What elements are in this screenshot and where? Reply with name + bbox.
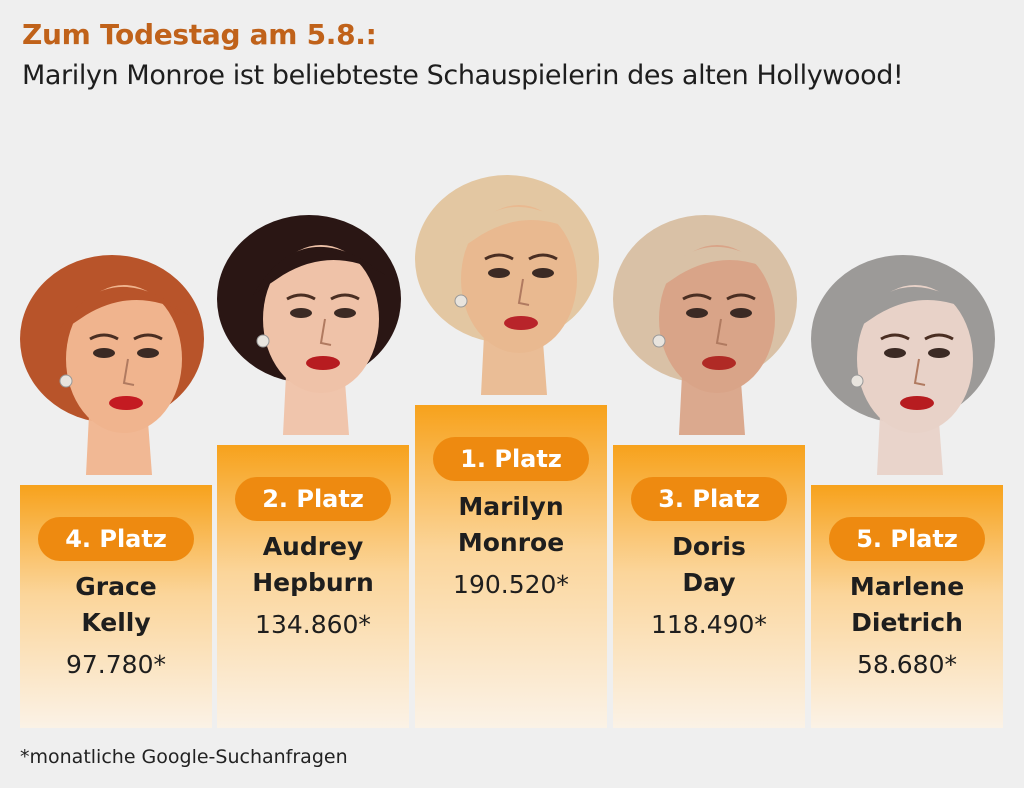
rank-badge xyxy=(631,477,787,521)
grace-kelly-portrait xyxy=(20,255,204,475)
doris-day-portrait xyxy=(613,215,797,435)
actress-name: Monroe xyxy=(458,528,564,557)
rank-label: 2. Platz xyxy=(262,485,364,513)
actress-name: Marlene xyxy=(850,572,964,601)
actress-name: Day xyxy=(682,568,735,597)
podium-1: 4. Platz Grace Kelly 97.780* xyxy=(20,485,212,728)
value-label: 58.680* xyxy=(857,650,957,679)
rank-label: 4. Platz xyxy=(65,525,167,553)
rank-badge xyxy=(829,517,985,561)
actress-name: Grace xyxy=(75,572,157,601)
podiums-layer: 4. Platz Grace Kelly 97.780* 2. Platz Audrey H… xyxy=(20,405,1003,728)
actress-name: Doris xyxy=(672,532,746,561)
rank-label: 3. Platz xyxy=(658,485,760,513)
value-label: 118.490* xyxy=(651,610,767,639)
value-label: 97.780* xyxy=(66,650,166,679)
podium-4: 3. Platz Doris Day 118.490* xyxy=(613,445,805,728)
actress-name: Marilyn xyxy=(458,492,563,521)
value-label: 134.860* xyxy=(255,610,371,639)
rank-badge xyxy=(38,517,194,561)
rank-badge xyxy=(433,437,589,481)
portraits-layer xyxy=(20,175,995,475)
chart-title: Zum Todestag am 5.8.: xyxy=(22,18,377,51)
actress-name: Audrey xyxy=(263,532,364,561)
actress-name: Kelly xyxy=(81,608,150,637)
value-label: 190.520* xyxy=(453,570,569,599)
audrey-hepburn-portrait xyxy=(217,215,401,435)
actress-name: Dietrich xyxy=(851,608,963,637)
podium-3: 1. Platz Marilyn Monroe 190.520* xyxy=(415,405,607,728)
rank-label: 1. Platz xyxy=(460,445,562,473)
footnote: *monatliche Google-Suchanfragen xyxy=(20,746,348,768)
podium-5: 5. Platz Marlene Dietrich 58.680* xyxy=(811,485,1003,728)
rank-label: 5. Platz xyxy=(856,525,958,553)
marilyn-monroe-portrait xyxy=(415,175,599,395)
chart-subtitle: Marilyn Monroe ist beliebteste Schauspie… xyxy=(22,60,904,91)
marlene-dietrich-portrait xyxy=(811,255,995,475)
rank-badge xyxy=(235,477,391,521)
podium-2: 2. Platz Audrey Hepburn 134.860* xyxy=(217,445,409,728)
actress-name: Hepburn xyxy=(252,568,374,597)
